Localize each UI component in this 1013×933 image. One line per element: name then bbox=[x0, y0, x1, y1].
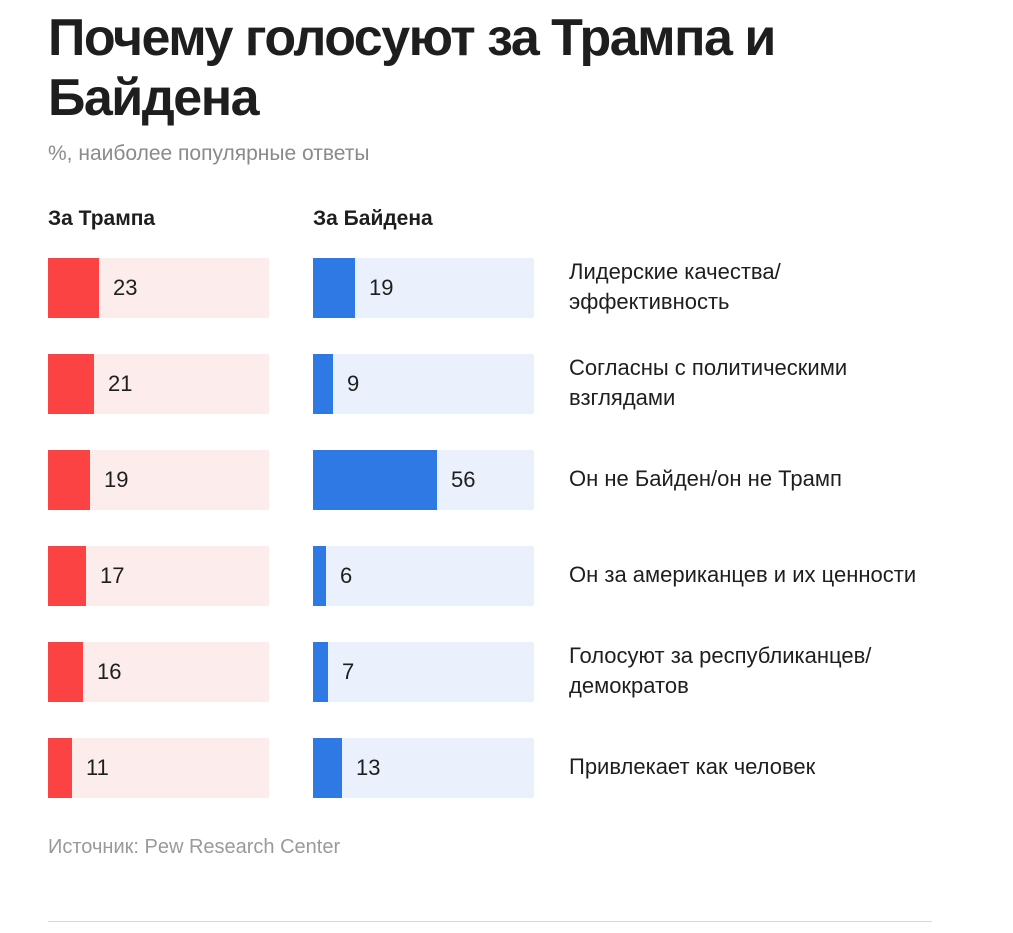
bar-track-trump-2: 21 bbox=[48, 354, 269, 414]
bar-biden-2 bbox=[313, 354, 333, 414]
bar-track-trump-5: 16 bbox=[48, 642, 269, 702]
series-header-biden: За Байдена bbox=[313, 207, 433, 230]
bar-track-biden-3: 56 bbox=[313, 450, 534, 510]
bar-value-label-trump-2: 21 bbox=[108, 371, 133, 396]
chart-subtitle: %, наиболее популярные ответы bbox=[48, 142, 370, 165]
bar-value-label-biden-5: 7 bbox=[342, 659, 355, 684]
bar-biden-6 bbox=[313, 738, 342, 798]
bar-track-biden-5: 7 bbox=[313, 642, 534, 702]
bar-value-label-trump-1: 23 bbox=[113, 275, 138, 300]
bar-value-label-trump-4: 17 bbox=[100, 563, 125, 588]
bar-value-label-biden-4: 6 bbox=[340, 563, 353, 588]
category-label-2: Согласны с политическими взглядами bbox=[569, 355, 848, 410]
bar-value-label-trump-3: 19 bbox=[104, 467, 129, 492]
series-header-trump: За Трампа bbox=[48, 207, 156, 230]
bar-trump-4 bbox=[48, 546, 86, 606]
bar-track-trump-6: 11 bbox=[48, 738, 269, 798]
bar-value-label-trump-5: 16 bbox=[97, 659, 122, 684]
bar-track-biden-1: 19 bbox=[313, 258, 534, 318]
bar-trump-5 bbox=[48, 642, 83, 702]
category-label-3: Он не Байден/он не Трамп bbox=[569, 466, 842, 491]
bar-trump-1 bbox=[48, 258, 99, 318]
bar-track-trump-3: 19 bbox=[48, 450, 269, 510]
category-label-4: Он за американцев и их ценности bbox=[569, 562, 917, 587]
bar-trump-2 bbox=[48, 354, 94, 414]
bottom-divider bbox=[48, 921, 932, 922]
bar-track-trump-4: 17 bbox=[48, 546, 269, 606]
bar-value-label-biden-6: 13 bbox=[356, 755, 381, 780]
bar-biden-3 bbox=[313, 450, 437, 510]
bar-track-biden-2: 9 bbox=[313, 354, 534, 414]
chart-title: Почему голосуют за Трампа и Байдена bbox=[48, 9, 776, 127]
bar-value-label-trump-6: 11 bbox=[86, 755, 109, 780]
bar-value-label-biden-3: 56 bbox=[451, 467, 476, 492]
category-label-1: Лидерские качества/эффективность bbox=[569, 259, 781, 314]
bar-track-biden-4: 6 bbox=[313, 546, 534, 606]
bar-biden-1 bbox=[313, 258, 355, 318]
category-label-6: Привлекает как человек bbox=[569, 754, 816, 779]
bar-value-label-biden-1: 19 bbox=[369, 275, 394, 300]
bar-value-label-biden-2: 9 bbox=[347, 371, 360, 396]
bar-track-trump-1: 23 bbox=[48, 258, 269, 318]
bar-track-biden-6: 13 bbox=[313, 738, 534, 798]
category-label-5: Голосуют за республиканцев/демократов bbox=[569, 643, 872, 698]
bar-trump-6 bbox=[48, 738, 72, 798]
bar-trump-3 bbox=[48, 450, 90, 510]
bar-biden-5 bbox=[313, 642, 328, 702]
bar-biden-4 bbox=[313, 546, 326, 606]
source-note: Источник: Pew Research Center bbox=[48, 836, 341, 858]
